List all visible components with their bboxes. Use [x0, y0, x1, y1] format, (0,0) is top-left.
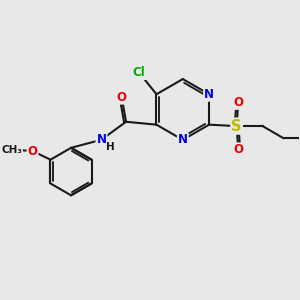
Text: O: O	[233, 96, 243, 109]
Text: N: N	[178, 134, 188, 146]
Text: O: O	[28, 145, 38, 158]
Text: Cl: Cl	[133, 66, 146, 79]
Text: CH₃: CH₃	[1, 145, 22, 154]
Text: N: N	[96, 133, 106, 146]
Text: O: O	[233, 143, 243, 156]
Text: O: O	[117, 91, 127, 104]
Text: S: S	[231, 118, 242, 134]
Text: H: H	[106, 142, 115, 152]
Text: N: N	[204, 88, 214, 101]
